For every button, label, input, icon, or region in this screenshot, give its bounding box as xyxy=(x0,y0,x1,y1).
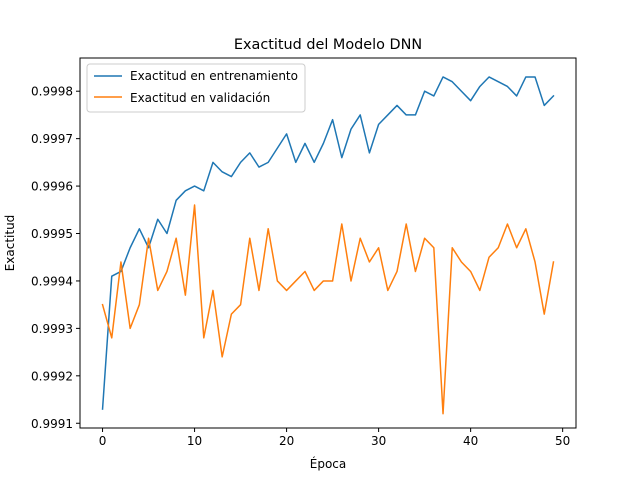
y-tick-label: 0.9996 xyxy=(31,180,73,194)
series-line-0 xyxy=(101,76,555,410)
y-tick-label: 0.9993 xyxy=(31,322,73,336)
chart-title: Exactitud del Modelo DNN xyxy=(234,37,422,53)
y-tick-label: 0.9992 xyxy=(31,369,73,383)
x-tick-label: 50 xyxy=(555,434,570,448)
y-tick-label: 0.9994 xyxy=(31,274,73,288)
legend-box xyxy=(86,63,306,113)
series-line-1 xyxy=(101,204,555,415)
plot-lines xyxy=(101,76,555,415)
legend: Exactitud en entrenamiento Exactitud en … xyxy=(86,63,306,113)
y-axis-label: Exactitud xyxy=(3,215,17,272)
y-tick-label: 0.9997 xyxy=(31,132,73,146)
legend-label-train: Exactitud en entrenamiento xyxy=(130,69,298,83)
x-tick-label: 30 xyxy=(371,434,386,448)
x-tick-label: 40 xyxy=(463,434,478,448)
x-tick-label: 20 xyxy=(279,434,294,448)
x-axis-label: Época xyxy=(310,456,347,471)
y-axis: 0.9991 0.9992 0.9993 0.9994 0.9995 0.9996 0.99… xyxy=(31,85,80,431)
plot-frame xyxy=(79,57,577,429)
x-tick-label: 0 xyxy=(99,434,107,448)
x-axis: 0 10 20 30 40 50 xyxy=(99,428,570,448)
y-tick-label: 0.9995 xyxy=(31,227,73,241)
y-tick-label: 0.9991 xyxy=(31,417,73,431)
y-tick-label: 0.9998 xyxy=(31,85,73,99)
x-tick-label: 10 xyxy=(187,434,202,448)
legend-label-val: Exactitud en validación xyxy=(130,91,270,105)
